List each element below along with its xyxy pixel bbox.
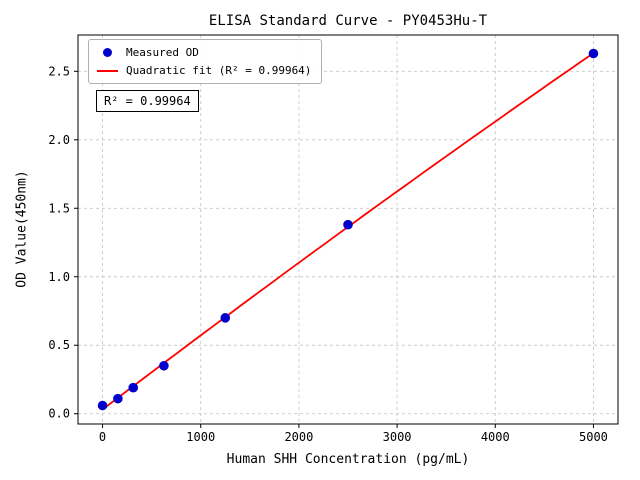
legend: Measured OD Quadratic fit (R² = 0.99964) xyxy=(88,39,323,84)
scatter-marker-icon xyxy=(103,48,112,57)
svg-text:2.5: 2.5 xyxy=(48,64,70,78)
svg-text:0.5: 0.5 xyxy=(48,338,70,352)
svg-text:5000: 5000 xyxy=(579,430,608,444)
svg-text:1.0: 1.0 xyxy=(48,270,70,284)
svg-text:1000: 1000 xyxy=(186,430,215,444)
legend-label-quadratic-fit: Quadratic fit (R² = 0.99964) xyxy=(126,64,312,77)
legend-item-measured-od: Measured OD xyxy=(97,46,311,59)
svg-text:2000: 2000 xyxy=(284,430,313,444)
chart-title: ELISA Standard Curve - PY0453Hu-T xyxy=(208,13,488,29)
svg-text:0.0: 0.0 xyxy=(48,407,70,421)
svg-text:4000: 4000 xyxy=(481,430,510,444)
svg-text:3000: 3000 xyxy=(383,430,412,444)
svg-text:0: 0 xyxy=(99,430,106,444)
y-axis-label: OD Value(450nm) xyxy=(14,170,30,288)
x-axis-label: Human SHH Concentration (pg/mL) xyxy=(226,452,470,467)
svg-text:1.5: 1.5 xyxy=(48,201,70,215)
r-squared-annotation: R² = 0.99964 xyxy=(96,90,199,112)
svg-text:2.0: 2.0 xyxy=(48,133,70,147)
legend-item-quadratic-fit: Quadratic fit (R² = 0.99964) xyxy=(97,64,311,77)
line-marker-icon xyxy=(97,69,118,72)
legend-label-measured-od: Measured OD xyxy=(126,46,199,59)
